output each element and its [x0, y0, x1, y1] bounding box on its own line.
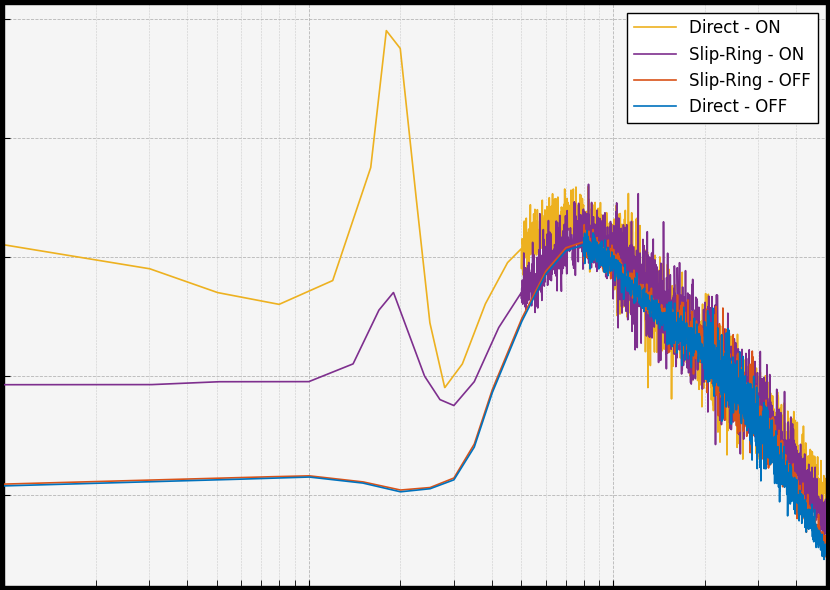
Line: Slip-Ring - OFF: Slip-Ring - OFF: [4, 225, 826, 558]
Slip-Ring - ON: [0, 381, 9, 388]
Slip-Ring - OFF: [579, 221, 589, 228]
Direct - ON: [0, 241, 9, 248]
Direct - OFF: [819, 556, 829, 563]
Direct - ON: [755, 411, 765, 418]
Slip-Ring - OFF: [351, 477, 361, 484]
Slip-Ring - ON: [818, 540, 828, 547]
Line: Slip-Ring - ON: Slip-Ring - ON: [4, 184, 826, 543]
Direct - OFF: [351, 478, 361, 486]
Legend: Direct - ON, Slip-Ring - ON, Slip-Ring - OFF, Direct - OFF: Direct - ON, Slip-Ring - ON, Slip-Ring -…: [627, 12, 818, 123]
Slip-Ring - OFF: [389, 485, 399, 492]
Slip-Ring - OFF: [821, 547, 830, 554]
Direct - OFF: [582, 227, 592, 234]
Slip-Ring - ON: [351, 355, 361, 362]
Slip-Ring - OFF: [755, 418, 765, 425]
Slip-Ring - ON: [755, 444, 765, 451]
Slip-Ring - OFF: [0, 481, 9, 488]
Slip-Ring - OFF: [344, 477, 354, 484]
Line: Direct - ON: Direct - ON: [4, 31, 826, 532]
Slip-Ring - ON: [344, 362, 354, 369]
Direct - ON: [818, 528, 828, 535]
Direct - OFF: [821, 548, 830, 555]
Direct - ON: [796, 451, 806, 458]
Direct - OFF: [755, 464, 765, 471]
Direct - ON: [344, 228, 354, 235]
Direct - OFF: [796, 501, 806, 508]
Direct - ON: [381, 27, 391, 34]
Direct - OFF: [596, 257, 606, 264]
Slip-Ring - ON: [796, 483, 806, 490]
Direct - ON: [390, 38, 400, 45]
Direct - OFF: [0, 483, 9, 490]
Direct - OFF: [389, 487, 399, 494]
Slip-Ring - OFF: [796, 499, 806, 506]
Slip-Ring - OFF: [596, 253, 606, 260]
Slip-Ring - OFF: [819, 554, 829, 561]
Direct - ON: [351, 208, 361, 215]
Slip-Ring - ON: [583, 181, 593, 188]
Direct - ON: [596, 241, 606, 248]
Line: Direct - OFF: Direct - OFF: [4, 231, 826, 559]
Slip-Ring - ON: [596, 220, 606, 227]
Direct - OFF: [344, 478, 354, 485]
Slip-Ring - ON: [821, 527, 830, 534]
Slip-Ring - ON: [389, 292, 399, 299]
Direct - ON: [821, 512, 830, 519]
